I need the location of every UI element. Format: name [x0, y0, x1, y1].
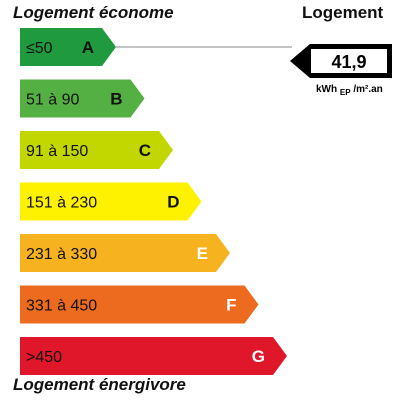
class-letter-label: A — [82, 38, 94, 57]
class-bar-d — [20, 182, 202, 221]
value-indicator: 41,9 — [290, 44, 392, 78]
energy-class-b: 51 à 90 B — [20, 79, 145, 118]
energy-class-f: 331 à 450 F — [20, 285, 259, 324]
class-bar-g — [20, 337, 287, 375]
energy-class-c: 91 à 150 C — [20, 131, 173, 169]
consumption-value: 41,9 — [331, 52, 366, 72]
class-letter-label: D — [167, 193, 179, 212]
class-range-label: 231 à 330 — [26, 246, 97, 263]
class-letter-label: F — [226, 296, 236, 315]
class-letter-label: E — [197, 244, 208, 263]
class-bar-a — [20, 28, 116, 66]
class-bar-f — [20, 285, 259, 324]
class-bar-e — [20, 234, 230, 272]
value-box — [311, 49, 387, 73]
class-range-label: ≤50 — [26, 40, 53, 57]
efficient-housing-title: Logement économe — [13, 3, 174, 22]
energy-class-g: >450 G — [20, 337, 287, 375]
energy-class-e: 231 à 330 E — [20, 234, 230, 272]
class-range-label: 151 à 230 — [26, 195, 97, 212]
energy-intensive-housing-title: Logement énergivore — [13, 375, 186, 394]
class-letter-label: C — [139, 141, 151, 160]
energy-class-d: 151 à 230 D — [20, 182, 202, 221]
energy-class-a: ≤50 A — [20, 28, 116, 66]
class-range-label: 51 à 90 — [26, 92, 79, 109]
class-bar-b — [20, 79, 145, 118]
class-letter-label: G — [252, 347, 265, 366]
unit-label: kWh EP /m².an — [316, 84, 383, 97]
class-letter-label: B — [110, 90, 122, 109]
class-range-label: 91 à 150 — [26, 143, 88, 160]
class-bar-c — [20, 131, 173, 169]
class-range-label: 331 à 450 — [26, 298, 97, 315]
class-range-label: >450 — [26, 349, 62, 366]
housing-title: Logement — [302, 3, 384, 22]
